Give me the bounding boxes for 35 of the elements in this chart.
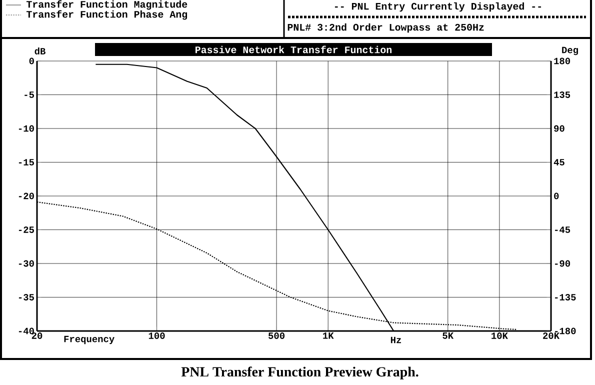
text: Hz [390, 336, 401, 344]
y2-tick-label: -135 [555, 294, 576, 300]
y2-tick-label: -90 [555, 260, 570, 267]
y2-tick-label: 90 [554, 125, 564, 132]
x-tick-label: 500 [268, 332, 285, 339]
text: PNL# 3:2nd Order Lowpass at 250Hz [288, 23, 484, 33]
y2-axis-title: Deg [562, 46, 578, 56]
y2-tick-label: -45 [555, 226, 570, 233]
chart-title: Passive Network Transfer Function [196, 46, 392, 54]
legend-label: Transfer Function Phase Ang [26, 10, 188, 20]
y-tick-label: -35 [18, 294, 34, 300]
y2-tick-label: 180 [554, 58, 570, 64]
y-tick-label: -25 [18, 226, 34, 233]
x-tick-label: 100 [148, 332, 165, 339]
y2-tick-label: -180 [555, 328, 576, 334]
y-tick-label: -30 [18, 260, 34, 267]
y2-tick-label: 0 [554, 192, 559, 200]
y-axis-title: dB [34, 48, 46, 54]
x-axis-title: Frequency [64, 336, 114, 344]
text: -- PNL Entry Currently Displayed -- [334, 2, 542, 12]
y-tick-label: -10 [18, 125, 34, 132]
x-tick-label: 1K [323, 332, 334, 339]
y-tick-label: -5 [24, 92, 34, 98]
y-tick-label: -20 [18, 192, 34, 200]
y2-tick-label: 45 [554, 159, 564, 166]
y-tick-label: 0 [29, 58, 34, 64]
text: PNL Transfer Function Preview Graph. [181, 366, 418, 380]
y-tick-label: -40 [18, 328, 34, 334]
x-tick-label: 5K [442, 332, 454, 339]
x-tick-label: 20K [543, 332, 560, 339]
x-tick-label: 20 [32, 332, 42, 339]
y2-tick-label: 135 [554, 92, 570, 98]
y-tick-label: -15 [18, 159, 34, 166]
x-tick-label: 10K [492, 332, 508, 339]
legend-label: Transfer Function Magnitude [26, 0, 188, 10]
